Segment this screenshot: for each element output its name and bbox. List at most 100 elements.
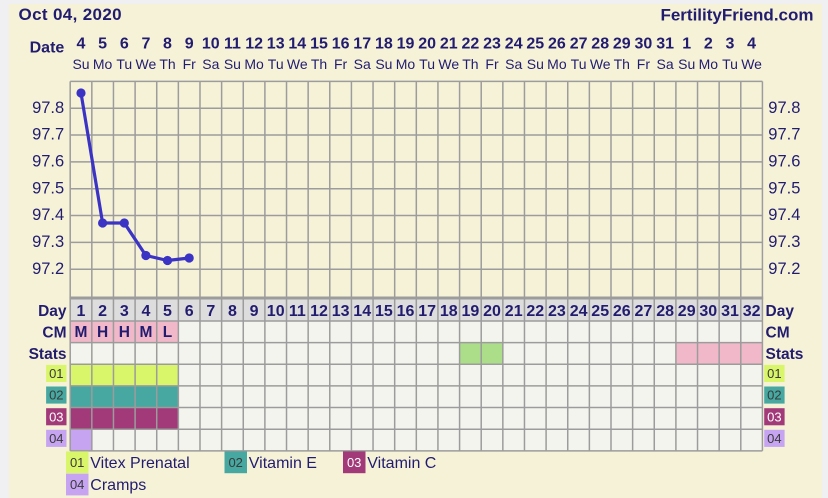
svg-text:14: 14 — [353, 303, 371, 320]
svg-text:Cramps: Cramps — [90, 477, 146, 494]
svg-text:29: 29 — [613, 35, 631, 52]
svg-text:03: 03 — [767, 409, 781, 424]
svg-text:7: 7 — [141, 35, 150, 52]
svg-text:4: 4 — [747, 35, 756, 52]
svg-text:Mo: Mo — [93, 56, 113, 72]
svg-text:6: 6 — [120, 35, 129, 52]
svg-text:Sa: Sa — [657, 56, 674, 72]
svg-text:97.4: 97.4 — [32, 206, 64, 224]
svg-text:01: 01 — [49, 366, 63, 381]
svg-text:11: 11 — [289, 303, 306, 320]
svg-text:97.5: 97.5 — [32, 179, 64, 197]
svg-text:12: 12 — [310, 303, 328, 320]
svg-text:We: We — [438, 56, 459, 72]
svg-text:97.7: 97.7 — [32, 126, 64, 144]
svg-text:97.2: 97.2 — [32, 260, 64, 278]
svg-text:Tu: Tu — [268, 56, 284, 72]
svg-text:Day: Day — [38, 303, 67, 320]
svg-text:Su: Su — [224, 56, 241, 72]
svg-text:25: 25 — [526, 35, 544, 52]
svg-text:1: 1 — [77, 303, 86, 320]
svg-text:Su: Su — [678, 56, 695, 72]
svg-text:Th: Th — [311, 56, 327, 72]
svg-text:Sa: Sa — [354, 56, 371, 72]
svg-text:Mo: Mo — [396, 56, 416, 72]
svg-text:9: 9 — [185, 35, 194, 52]
svg-text:Tu: Tu — [419, 56, 435, 72]
svg-text:16: 16 — [332, 35, 350, 52]
svg-text:23: 23 — [483, 35, 501, 52]
svg-text:17: 17 — [353, 35, 371, 52]
svg-text:Vitex Prenatal: Vitex Prenatal — [90, 455, 189, 472]
svg-text:6: 6 — [185, 303, 194, 320]
svg-text:H: H — [119, 324, 130, 341]
svg-text:5: 5 — [163, 303, 172, 320]
svg-text:24: 24 — [570, 303, 588, 320]
svg-text:Sa: Sa — [505, 56, 522, 72]
svg-text:8: 8 — [228, 303, 237, 320]
svg-text:We: We — [136, 56, 157, 72]
svg-text:01: 01 — [70, 455, 84, 470]
svg-text:Day: Day — [766, 303, 795, 320]
svg-text:5: 5 — [98, 35, 107, 52]
svg-text:Tu: Tu — [571, 56, 587, 72]
svg-text:14: 14 — [288, 35, 306, 52]
svg-text:04: 04 — [49, 431, 63, 446]
svg-text:Stats: Stats — [29, 346, 67, 363]
svg-text:97.4: 97.4 — [768, 206, 800, 224]
svg-text:25: 25 — [591, 303, 609, 320]
svg-text:22: 22 — [462, 35, 480, 52]
svg-text:97.7: 97.7 — [768, 126, 800, 144]
svg-text:Oct 04, 2020: Oct 04, 2020 — [19, 5, 122, 24]
svg-text:Su: Su — [72, 56, 89, 72]
svg-text:3: 3 — [726, 35, 735, 52]
svg-text:27: 27 — [635, 303, 653, 320]
svg-text:7: 7 — [206, 303, 215, 320]
svg-text:97.6: 97.6 — [32, 153, 64, 171]
svg-text:11: 11 — [224, 35, 241, 52]
svg-text:21: 21 — [440, 35, 458, 52]
svg-text:Su: Su — [375, 56, 392, 72]
svg-text:23: 23 — [548, 303, 566, 320]
svg-text:18: 18 — [440, 303, 458, 320]
svg-text:FertilityFriend.com: FertilityFriend.com — [660, 6, 813, 25]
svg-text:Su: Su — [527, 56, 544, 72]
svg-text:97.3: 97.3 — [32, 233, 64, 251]
svg-text:19: 19 — [462, 303, 480, 320]
svg-text:M: M — [75, 324, 88, 341]
svg-text:M: M — [139, 324, 152, 341]
svg-text:97.3: 97.3 — [768, 233, 800, 251]
svg-text:Th: Th — [462, 56, 478, 72]
svg-text:31: 31 — [721, 303, 739, 320]
svg-text:28: 28 — [591, 35, 609, 52]
svg-text:26: 26 — [548, 35, 566, 52]
svg-text:L: L — [163, 324, 172, 341]
svg-text:03: 03 — [49, 409, 63, 424]
svg-text:29: 29 — [678, 303, 696, 320]
svg-text:97.8: 97.8 — [768, 99, 800, 117]
svg-text:97.6: 97.6 — [768, 153, 800, 171]
svg-text:22: 22 — [526, 303, 544, 320]
svg-text:Fr: Fr — [485, 56, 499, 72]
svg-text:9: 9 — [250, 303, 259, 320]
svg-text:Vitamin C: Vitamin C — [367, 455, 436, 472]
svg-text:97.8: 97.8 — [32, 99, 64, 117]
svg-text:4: 4 — [141, 303, 150, 320]
svg-text:13: 13 — [332, 303, 350, 320]
svg-text:10: 10 — [202, 35, 220, 52]
svg-text:Date: Date — [30, 40, 65, 57]
svg-text:20: 20 — [418, 35, 436, 52]
svg-text:13: 13 — [267, 35, 285, 52]
svg-text:We: We — [590, 56, 611, 72]
svg-text:Sa: Sa — [202, 56, 219, 72]
svg-text:19: 19 — [397, 35, 415, 52]
svg-text:31: 31 — [656, 35, 674, 52]
svg-text:4: 4 — [77, 35, 86, 52]
svg-text:26: 26 — [613, 303, 631, 320]
svg-text:CM: CM — [42, 325, 66, 342]
svg-text:We: We — [741, 56, 762, 72]
svg-text:Th: Th — [159, 56, 175, 72]
svg-text:Fr: Fr — [334, 56, 348, 72]
svg-text:04: 04 — [767, 431, 781, 446]
svg-text:Stats: Stats — [766, 346, 804, 363]
